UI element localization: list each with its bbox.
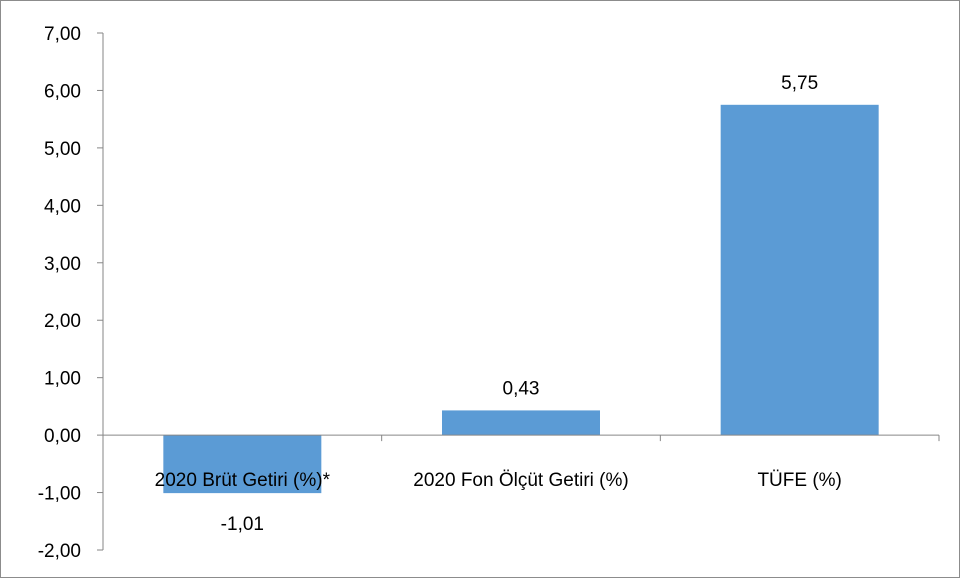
- y-tick-label: 3,00: [44, 254, 81, 275]
- bars: [163, 104, 879, 494]
- x-axis: [102, 434, 940, 442]
- category-labels: 2020 Brüt Getiri (%)* 2020 Fon Ölçüt Geti…: [155, 470, 842, 491]
- data-label: 5,75: [781, 73, 818, 94]
- data-labels: -1,01 0,43 5,75: [221, 73, 818, 535]
- data-label: -1,01: [221, 514, 264, 535]
- y-tick-label: -1,00: [38, 484, 81, 505]
- y-tick-label: -2,00: [38, 541, 81, 562]
- bar-0: [163, 435, 322, 494]
- category-label: TÜFE (%): [757, 470, 841, 491]
- category-label: 2020 Fon Ölçüt Getiri (%): [413, 470, 628, 491]
- y-tick-label: 1,00: [44, 369, 81, 390]
- data-label: 0,43: [503, 378, 540, 399]
- category-label: 2020 Brüt Getiri (%)*: [155, 470, 331, 491]
- y-tick-label: 7,00: [44, 24, 81, 45]
- y-tick-label: 6,00: [44, 81, 81, 102]
- y-tick-label: 5,00: [44, 139, 81, 160]
- bar-1: [442, 410, 600, 436]
- y-axis: 7,00 6,00 5,00 4,00 3,00 2,00 1,00 0,00 -1,00 -2,…: [38, 24, 104, 562]
- bar-2: [720, 104, 879, 436]
- y-tick-label: 2,00: [44, 311, 81, 332]
- y-tick-label: 4,00: [44, 196, 81, 217]
- y-tick-label: 0,00: [44, 426, 81, 447]
